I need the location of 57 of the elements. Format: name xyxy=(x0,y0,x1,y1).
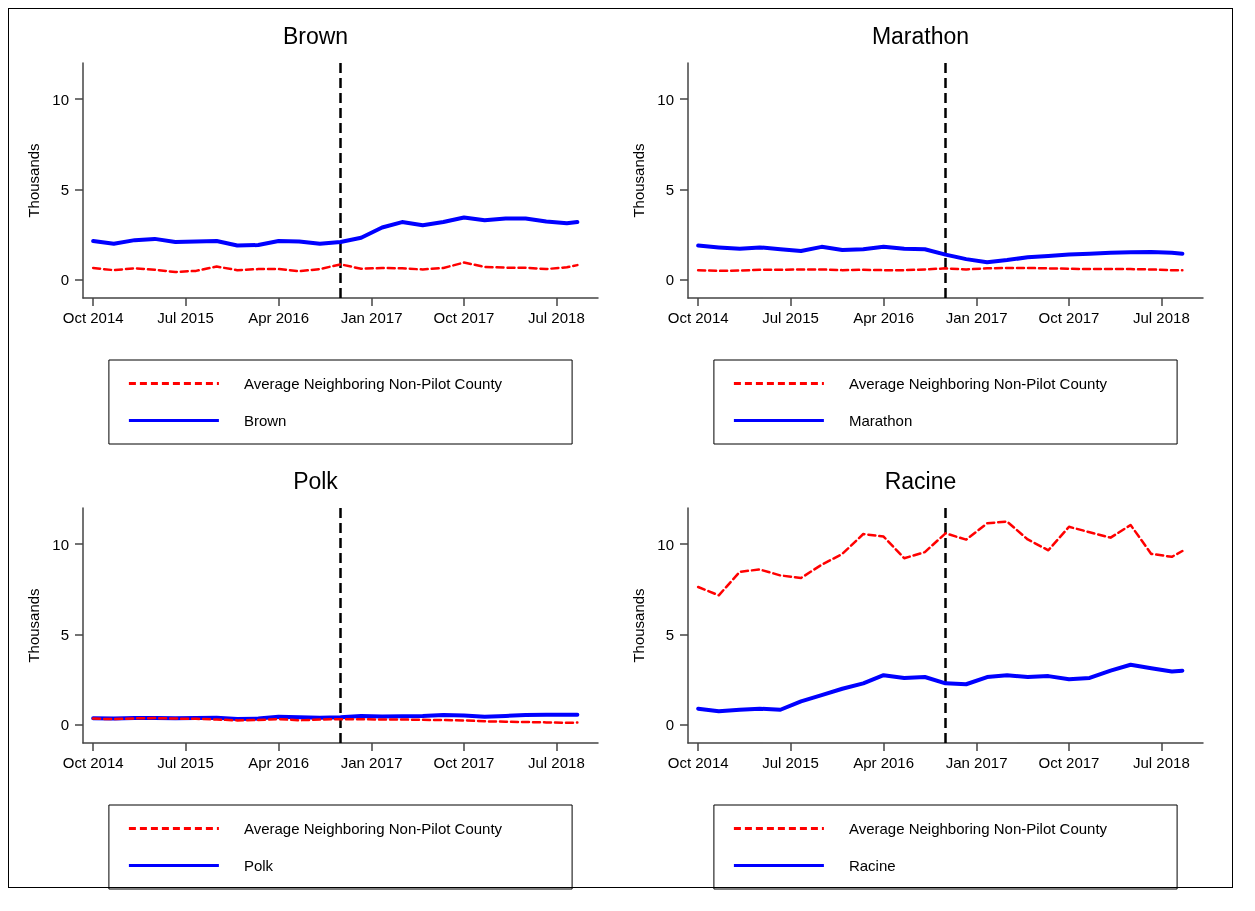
y-tick-label: 5 xyxy=(60,626,69,644)
x-tick-label: Apr 2016 xyxy=(248,754,310,771)
x-tick-label: Oct 2014 xyxy=(62,754,124,771)
x-tick-label: Jul 2015 xyxy=(762,309,819,326)
legend-label: Marathon xyxy=(848,412,913,429)
legend-label: Brown xyxy=(243,412,287,429)
chart-title: Brown xyxy=(282,22,349,49)
x-tick-label: Oct 2014 xyxy=(667,754,729,771)
chart-title: Racine xyxy=(884,467,957,494)
y-tick-label: 0 xyxy=(665,716,674,734)
y-axis-title: Thousands xyxy=(25,588,43,663)
y-tick-label: 10 xyxy=(52,535,69,553)
y-tick-label: 10 xyxy=(52,90,69,108)
x-tick-label: Jul 2015 xyxy=(157,309,214,326)
legend-label: Polk xyxy=(243,857,274,874)
y-tick-label: 10 xyxy=(657,535,674,553)
x-tick-label: Apr 2016 xyxy=(853,754,915,771)
y-tick-label: 5 xyxy=(665,626,674,644)
y-tick-label: 5 xyxy=(60,181,69,199)
chart-title: Marathon xyxy=(871,22,970,49)
y-tick-label: 0 xyxy=(60,271,69,289)
y-tick-label: 0 xyxy=(665,271,674,289)
x-tick-label: Jan 2017 xyxy=(945,309,1008,326)
x-tick-label: Jan 2017 xyxy=(945,754,1008,771)
chart-title: Polk xyxy=(293,467,339,494)
y-axis-title: Thousands xyxy=(25,143,43,218)
x-tick-label: Jul 2015 xyxy=(762,754,819,771)
x-tick-label: Oct 2014 xyxy=(62,309,124,326)
x-tick-label: Jul 2015 xyxy=(157,754,214,771)
x-tick-label: Oct 2017 xyxy=(433,754,495,771)
x-tick-label: Oct 2017 xyxy=(433,309,495,326)
x-tick-label: Jan 2017 xyxy=(340,309,403,326)
x-tick-label: Oct 2014 xyxy=(667,309,729,326)
x-tick-label: Jul 2018 xyxy=(1133,754,1190,771)
legend-label: Average Neighboring Non-Pilot County xyxy=(243,375,503,392)
line-series xyxy=(91,215,580,248)
legend-label: Average Neighboring Non-Pilot County xyxy=(848,375,1108,392)
legend-label: Average Neighboring Non-Pilot County xyxy=(243,820,503,837)
y-tick-label: 0 xyxy=(60,716,69,734)
x-tick-label: Jul 2018 xyxy=(528,754,585,771)
line-series xyxy=(696,243,1185,265)
y-axis-title: Thousands xyxy=(630,143,648,218)
x-tick-label: Jan 2017 xyxy=(340,754,403,771)
x-tick-label: Jul 2018 xyxy=(528,309,585,326)
line-series xyxy=(91,261,579,274)
line-series xyxy=(696,520,1184,597)
x-tick-label: Oct 2017 xyxy=(1038,309,1100,326)
legend-label: Average Neighboring Non-Pilot County xyxy=(848,820,1108,837)
y-tick-label: 10 xyxy=(657,90,674,108)
y-axis-title: Thousands xyxy=(630,588,648,663)
x-tick-label: Apr 2016 xyxy=(853,309,915,326)
x-tick-label: Apr 2016 xyxy=(248,309,310,326)
y-tick-label: 5 xyxy=(665,181,674,199)
line-series xyxy=(696,662,1185,714)
x-tick-label: Oct 2017 xyxy=(1038,754,1100,771)
legend-label: Racine xyxy=(848,857,896,874)
x-tick-label: Jul 2018 xyxy=(1133,309,1190,326)
